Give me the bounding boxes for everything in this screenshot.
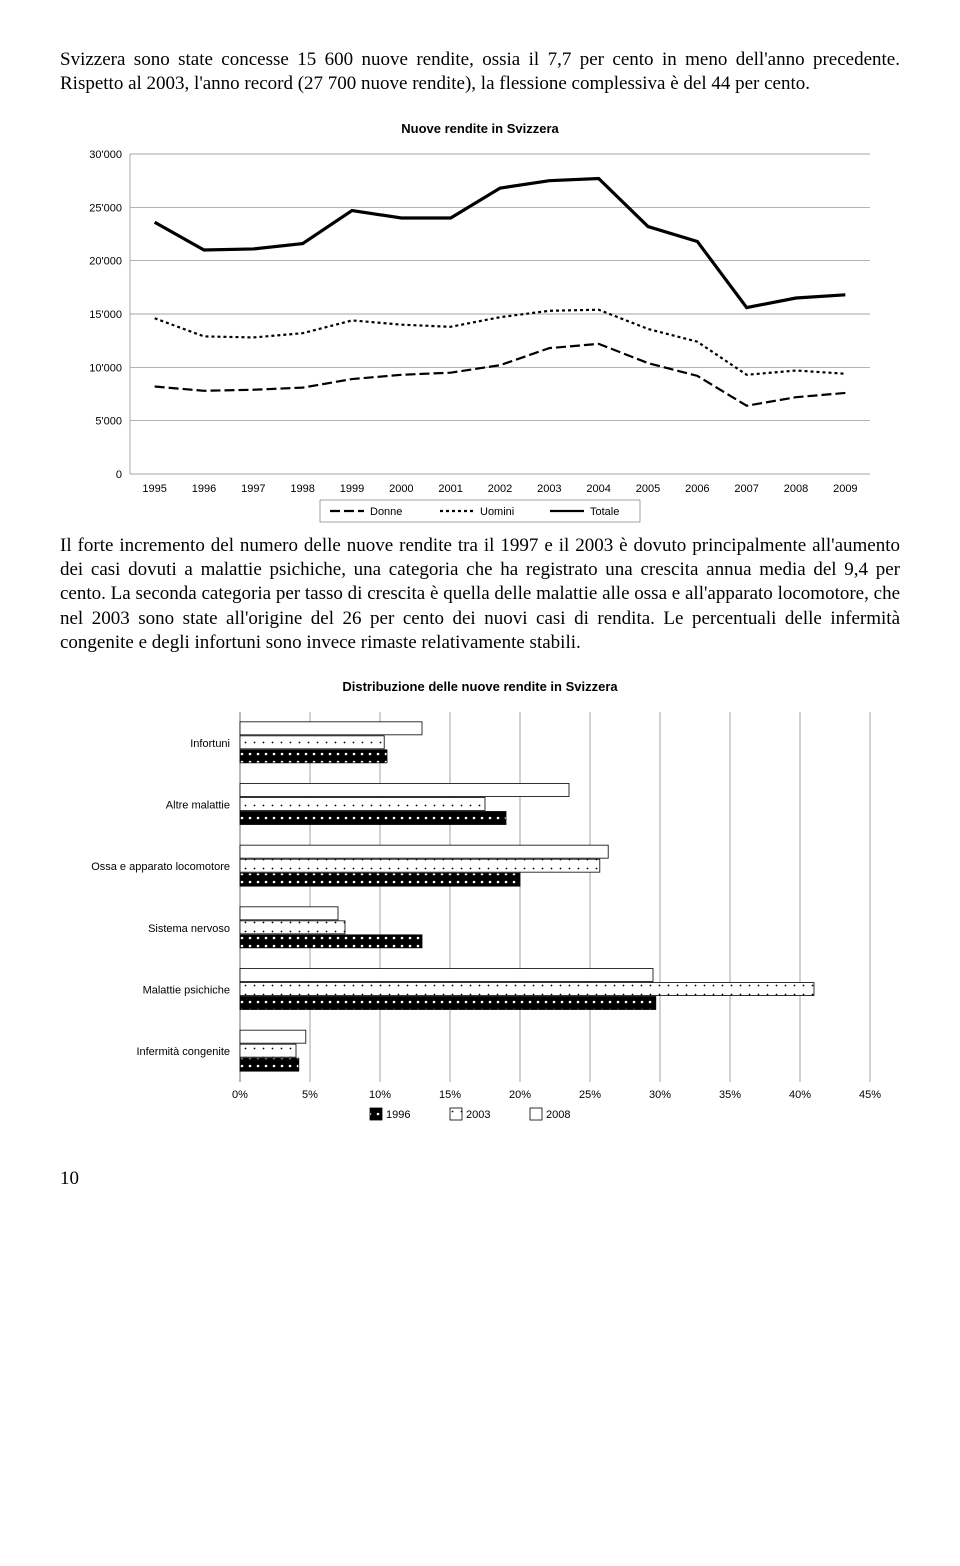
svg-text:30'000: 30'000 bbox=[89, 149, 122, 161]
line-chart: 0 5'000 10'000 15'000 20'000 25'000 30'000 1995… bbox=[70, 144, 890, 534]
svg-text:20%: 20% bbox=[509, 1089, 531, 1101]
svg-text:10'000: 10'000 bbox=[89, 362, 122, 374]
svg-text:0: 0 bbox=[116, 469, 122, 481]
svg-text:15'000: 15'000 bbox=[89, 309, 122, 321]
svg-text:Donne: Donne bbox=[370, 506, 402, 518]
svg-text:20'000: 20'000 bbox=[89, 255, 122, 267]
svg-text:1998: 1998 bbox=[290, 483, 314, 495]
bar-chart-title: Distribuzione delle nuove rendite in Svi… bbox=[60, 679, 900, 694]
paragraph-1: Svizzera sono state concesse 15 600 nuov… bbox=[60, 48, 900, 97]
svg-text:2006: 2006 bbox=[685, 483, 709, 495]
svg-text:2003: 2003 bbox=[466, 1109, 490, 1121]
svg-text:5%: 5% bbox=[302, 1089, 318, 1101]
svg-text:2009: 2009 bbox=[833, 483, 857, 495]
svg-text:45%: 45% bbox=[859, 1089, 881, 1101]
svg-text:Infortuni: Infortuni bbox=[190, 738, 230, 750]
svg-text:2007: 2007 bbox=[734, 483, 758, 495]
svg-text:Altre malattie: Altre malattie bbox=[166, 800, 230, 812]
svg-text:25%: 25% bbox=[579, 1089, 601, 1101]
svg-text:1997: 1997 bbox=[241, 483, 265, 495]
svg-text:5'000: 5'000 bbox=[95, 415, 122, 427]
svg-text:2005: 2005 bbox=[636, 483, 660, 495]
svg-text:0%: 0% bbox=[232, 1089, 248, 1101]
svg-text:2002: 2002 bbox=[488, 483, 512, 495]
svg-text:Uomini: Uomini bbox=[480, 506, 514, 518]
svg-text:1996: 1996 bbox=[386, 1109, 410, 1121]
line-chart-title: Nuove rendite in Svizzera bbox=[60, 121, 900, 136]
svg-text:Sistema nervoso: Sistema nervoso bbox=[148, 923, 230, 935]
svg-text:1996: 1996 bbox=[192, 483, 216, 495]
svg-text:2000: 2000 bbox=[389, 483, 413, 495]
svg-text:25'000: 25'000 bbox=[89, 202, 122, 214]
svg-text:2004: 2004 bbox=[586, 483, 610, 495]
svg-text:Malattie psichiche: Malattie psichiche bbox=[143, 985, 230, 997]
svg-text:2001: 2001 bbox=[438, 483, 462, 495]
svg-text:10%: 10% bbox=[369, 1089, 391, 1101]
svg-text:1999: 1999 bbox=[340, 483, 364, 495]
svg-text:2008: 2008 bbox=[546, 1109, 570, 1121]
svg-text:Totale: Totale bbox=[590, 506, 619, 518]
page-number: 10 bbox=[60, 1168, 900, 1190]
svg-text:35%: 35% bbox=[719, 1089, 741, 1101]
svg-text:2008: 2008 bbox=[784, 483, 808, 495]
svg-text:15%: 15% bbox=[439, 1089, 461, 1101]
svg-text:40%: 40% bbox=[789, 1089, 811, 1101]
svg-text:Infermità congenite: Infermità congenite bbox=[136, 1046, 230, 1058]
svg-text:Ossa e apparato locomotore: Ossa e apparato locomotore bbox=[91, 861, 230, 873]
paragraph-2: Il forte incremento del numero delle nuo… bbox=[60, 534, 900, 656]
svg-text:2003: 2003 bbox=[537, 483, 561, 495]
svg-text:30%: 30% bbox=[649, 1089, 671, 1101]
bar-chart: 0% 5% 10% 15% 20% 25% 30% 35% 40% 45% Infortuni Alt… bbox=[70, 702, 890, 1132]
svg-text:1995: 1995 bbox=[142, 483, 166, 495]
